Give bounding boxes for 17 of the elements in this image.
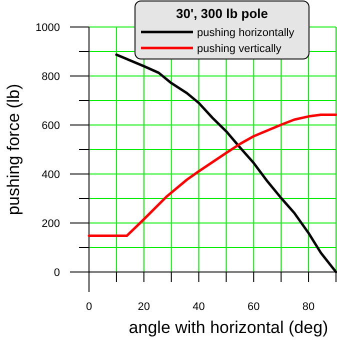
line-series (88, 113, 337, 237)
y-tick-label: 0 (54, 267, 60, 279)
y-tick-label: 1000 (36, 22, 60, 34)
legend-label: pushing horizontally (197, 27, 295, 39)
legend-title: 30', 300 lb pole (176, 6, 268, 21)
x-tick-label: 60 (248, 301, 260, 313)
y-axis-title: pushing force (lb) (4, 84, 23, 216)
x-axis-title: angle with horizontal (deg) (128, 318, 328, 337)
legend-label: pushing vertically (197, 43, 282, 55)
x-tick-label: 20 (138, 301, 150, 313)
x-tick-label: 0 (86, 301, 92, 313)
y-tick-label: 400 (42, 169, 60, 181)
y-tick-label: 200 (42, 218, 60, 230)
x-tick-label: 80 (302, 301, 315, 313)
y-tick-label: 800 (42, 71, 60, 83)
y-tick-label: 600 (42, 120, 60, 132)
x-tick-label: 40 (192, 301, 205, 313)
